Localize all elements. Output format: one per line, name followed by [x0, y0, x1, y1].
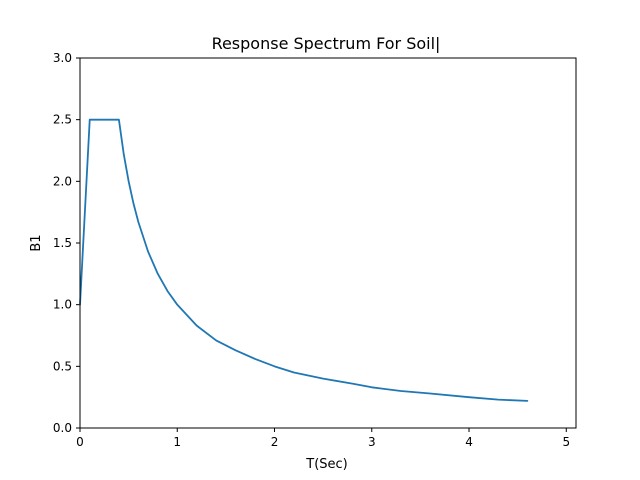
y-axis-label: B1	[29, 234, 44, 251]
x-axis-ticks: 0 1 2 3 4 5	[76, 428, 570, 449]
plot-area: 0 1 2 3 4 5 0.0 0.5 1.0 1.5 2.0 2.5 3.0	[53, 51, 577, 449]
x-axis-label: T(Sec)	[305, 457, 347, 472]
x-tick-label: 4	[465, 435, 473, 449]
series-layer	[79, 118, 529, 402]
chart-title: Response Spectrum For Soil|	[212, 34, 441, 53]
y-tick-label: 2.0	[53, 174, 72, 188]
y-axis-ticks: 0.0 0.5 1.0 1.5 2.0 2.5 3.0	[53, 51, 80, 435]
x-tick-label: 3	[368, 435, 376, 449]
y-tick-label: 1.0	[53, 298, 72, 312]
x-tick-label: 1	[173, 435, 181, 449]
y-tick-label: 3.0	[53, 51, 72, 65]
x-tick-label: 0	[76, 435, 84, 449]
x-tick-label: 5	[562, 435, 570, 449]
series-line	[79, 118, 529, 402]
y-tick-label: 2.5	[53, 113, 72, 127]
y-tick-label: 0.5	[53, 359, 72, 373]
plot-frame	[79, 57, 577, 429]
x-tick-label: 2	[271, 435, 279, 449]
y-tick-label: 1.5	[53, 236, 72, 250]
y-tick-label: 0.0	[53, 421, 72, 435]
